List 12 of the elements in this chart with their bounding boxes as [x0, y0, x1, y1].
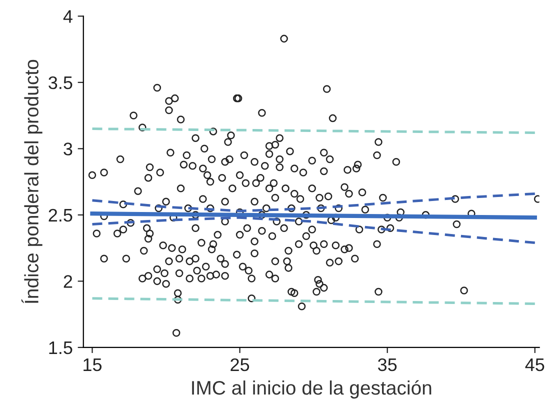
- y-tick-label: 2: [64, 275, 72, 288]
- x-tick-label: 35: [378, 358, 397, 372]
- y-tick-label: 3: [64, 142, 72, 156]
- x-axis-title: IMC al inicio de la gestación: [192, 380, 432, 399]
- x-tick-label: 45: [525, 358, 544, 372]
- x-tick-label: 15: [84, 358, 102, 372]
- y-tick-label: 2.5: [48, 208, 72, 222]
- x-tick-label: 25: [230, 358, 250, 372]
- y-tick-label: 1.5: [49, 342, 72, 354]
- y-tick-label: 3.5: [48, 76, 72, 90]
- y-axis-title: Índice ponderal del producto: [21, 60, 42, 304]
- y-tick-label: 4: [63, 10, 72, 23]
